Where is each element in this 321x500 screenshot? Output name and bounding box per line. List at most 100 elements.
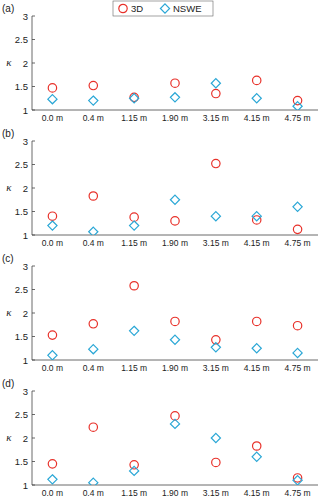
x-tick-label: 4.75 m [285,238,311,248]
x-tick-label: 3.15 m [203,113,229,123]
data-point [211,343,220,352]
data-point [48,351,57,360]
data-point [130,461,138,469]
y-tick-label: 1.5 [15,206,28,217]
y-tick-label: 1 [23,480,28,491]
panel-title: (d) [2,378,14,389]
y-axis-label: κ [6,181,12,193]
x-tick-label: 1.15 m [121,488,147,498]
data-point [293,321,301,329]
data-point [252,452,261,461]
legend-marker [160,4,169,13]
data-point [89,96,98,105]
y-tick [32,211,35,212]
legend: 3DNSWE [113,1,213,16]
panel: (d)κ11.522.530.0 m0.4 m1.15 m1.90 m3.15 … [2,378,318,498]
y-tick [32,188,35,189]
x-tick-label: 0.0 m [42,113,63,123]
y-tick [32,110,35,111]
data-point [130,282,138,290]
data-point [293,348,302,357]
x-tick-label: 1.15 m [121,238,147,248]
x-tick-label: 4.15 m [244,363,270,373]
x-axis [32,110,318,111]
data-point [212,458,220,466]
data-point [130,213,138,221]
x-tick-label: 1.90 m [162,238,188,248]
y-tick-label: 3 [23,11,28,22]
data-point [212,89,220,97]
y-axis-label: κ [6,56,12,68]
data-point [89,345,98,354]
data-point [89,423,97,431]
y-tick [32,39,35,40]
data-point [130,326,139,335]
y-tick [32,266,35,267]
y-tick-label: 1.5 [15,81,28,92]
y-axis-label: κ [6,431,12,443]
legend-label: 3D [131,3,143,14]
y-tick-label: 2 [23,58,28,69]
data-point [211,212,220,221]
y-tick-label: 1.5 [15,331,28,342]
x-tick-label: 3.15 m [203,488,229,498]
data-point [171,217,179,225]
panel-title: (c) [2,253,14,264]
data-point [211,433,220,442]
y-tick-label: 1 [23,355,28,366]
y-tick-label: 2 [23,433,28,444]
data-point [253,442,261,450]
data-point [130,94,139,103]
y-tick-label: 2.5 [15,284,28,295]
panel: (a)κ11.522.530.0 m0.4 m1.15 m1.90 m3.15 … [2,1,318,123]
y-tick-label: 2.5 [15,34,28,45]
marks [48,412,302,485]
data-point [252,94,261,103]
x-tick-label: 4.75 m [285,363,311,373]
x-tick-label: 0.4 m [83,238,104,248]
legend-box [113,1,213,16]
data-point [89,227,98,235]
data-point [130,466,139,475]
data-point [48,331,56,339]
data-point [170,335,179,344]
y-tick [32,414,35,415]
x-tick-label: 0.4 m [83,363,104,373]
x-tick-label: 4.15 m [244,488,270,498]
y-tick [32,313,35,314]
y-tick [32,391,35,392]
x-tick-label: 4.15 m [244,113,270,123]
data-point [48,460,56,468]
y-tick [32,63,35,64]
data-point [48,84,56,92]
x-axis [32,360,318,361]
x-tick-label: 0.0 m [42,488,63,498]
data-point [170,93,179,102]
x-tick-label: 3.15 m [203,238,229,248]
data-point [211,79,220,88]
data-point [89,192,97,200]
y-tick [32,86,35,87]
y-tick [32,336,35,337]
y-tick [32,164,35,165]
data-point [89,81,97,89]
data-point [48,212,56,220]
data-point [253,76,261,84]
y-tick [32,438,35,439]
data-point [171,317,179,325]
x-tick-label: 1.15 m [121,113,147,123]
figure: (a)κ11.522.530.0 m0.4 m1.15 m1.90 m3.15 … [0,0,321,500]
y-tick [32,235,35,236]
data-point [293,225,301,233]
x-tick-label: 1.90 m [162,488,188,498]
x-tick-label: 4.75 m [285,113,311,123]
x-tick-label: 1.90 m [162,113,188,123]
data-point [89,478,98,485]
x-tick-label: 1.90 m [162,363,188,373]
y-tick-label: 2 [23,183,28,194]
data-point [253,317,261,325]
x-tick-label: 0.4 m [83,488,104,498]
data-point [48,95,57,104]
data-point [293,202,302,211]
x-tick-label: 0.0 m [42,238,63,248]
